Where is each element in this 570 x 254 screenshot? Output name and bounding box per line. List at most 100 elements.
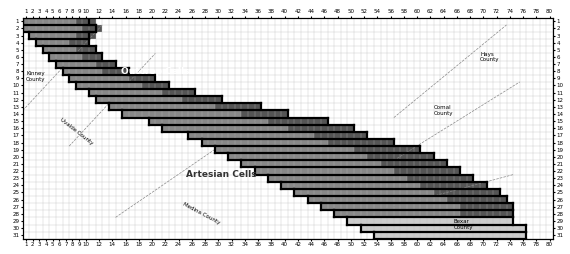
Text: Outcrop Cells: Outcrop Cells <box>121 67 190 76</box>
Bar <box>421 160 447 167</box>
Bar <box>162 89 189 96</box>
Bar <box>89 46 96 53</box>
Bar <box>281 182 460 189</box>
Bar <box>63 68 129 75</box>
Bar <box>460 203 507 210</box>
Bar <box>268 174 473 182</box>
Bar <box>96 53 103 60</box>
Bar <box>487 196 507 203</box>
Bar <box>76 46 96 53</box>
Bar <box>142 82 162 89</box>
Bar <box>162 125 354 132</box>
Bar <box>109 60 116 68</box>
Bar <box>69 75 155 82</box>
Bar <box>83 25 103 32</box>
Bar <box>56 60 109 68</box>
Bar <box>149 118 301 125</box>
Bar <box>315 132 361 139</box>
Bar <box>474 189 500 196</box>
Bar <box>434 167 460 174</box>
Bar <box>394 146 421 153</box>
Bar <box>374 232 527 239</box>
Bar <box>83 39 89 46</box>
Bar <box>162 125 328 132</box>
Text: Medina County: Medina County <box>182 202 221 226</box>
Bar <box>215 146 421 153</box>
Bar <box>368 153 414 160</box>
Bar <box>142 75 155 82</box>
Bar <box>500 210 513 217</box>
Bar <box>228 153 407 160</box>
Bar <box>149 118 328 125</box>
Bar <box>76 32 96 39</box>
Bar <box>268 174 447 182</box>
Bar <box>23 18 89 25</box>
Bar <box>447 174 474 182</box>
Bar <box>202 139 394 146</box>
Bar <box>30 32 89 39</box>
Text: Uvalde County: Uvalde County <box>59 117 94 146</box>
Bar <box>189 132 354 139</box>
Text: Kinney
County: Kinney County <box>26 71 46 82</box>
Bar <box>308 196 507 203</box>
Bar <box>361 225 527 232</box>
Bar <box>96 60 116 68</box>
Bar <box>321 203 500 210</box>
Bar <box>23 25 96 32</box>
Bar <box>96 96 209 103</box>
Bar <box>434 189 480 196</box>
Bar <box>83 53 103 60</box>
Bar <box>275 110 288 118</box>
Bar <box>76 18 96 25</box>
Bar <box>209 96 222 103</box>
Bar <box>215 146 394 153</box>
Bar <box>23 25 96 32</box>
Bar <box>43 46 89 53</box>
Bar <box>36 39 83 46</box>
Bar <box>281 182 487 189</box>
Bar <box>354 132 368 139</box>
Bar <box>447 196 493 203</box>
Bar <box>56 60 116 68</box>
Bar <box>421 182 467 189</box>
Bar <box>255 167 434 174</box>
Bar <box>460 210 507 217</box>
Bar <box>255 167 460 174</box>
Bar <box>89 89 182 96</box>
Bar <box>268 118 308 125</box>
Bar <box>295 189 474 196</box>
Bar <box>308 196 487 203</box>
Bar <box>103 68 122 75</box>
Bar <box>354 146 401 153</box>
Bar <box>155 82 169 89</box>
Bar <box>328 125 354 132</box>
Bar <box>129 75 149 82</box>
Text: Comal
County: Comal County <box>434 105 453 116</box>
Bar <box>69 75 142 82</box>
Text: Bexar
County: Bexar County <box>454 219 473 230</box>
Bar <box>368 139 394 146</box>
Bar <box>189 132 368 139</box>
Bar <box>109 103 262 110</box>
Bar <box>63 68 116 75</box>
Bar <box>381 160 427 167</box>
Bar <box>182 96 215 103</box>
Bar <box>460 182 487 189</box>
Bar <box>500 203 513 210</box>
Text: Hays
County: Hays County <box>480 52 499 62</box>
Bar <box>295 189 500 196</box>
Bar <box>394 167 440 174</box>
Bar <box>215 103 255 110</box>
Bar <box>248 103 262 110</box>
Text: Artesian Cells: Artesian Cells <box>186 170 257 179</box>
Bar <box>96 96 222 103</box>
Bar <box>334 210 513 217</box>
Bar <box>202 139 368 146</box>
Bar <box>122 110 288 118</box>
Bar <box>321 203 513 210</box>
Bar <box>288 125 334 132</box>
Bar <box>30 32 89 39</box>
Bar <box>407 174 454 182</box>
Bar <box>76 82 169 89</box>
Bar <box>36 39 89 46</box>
